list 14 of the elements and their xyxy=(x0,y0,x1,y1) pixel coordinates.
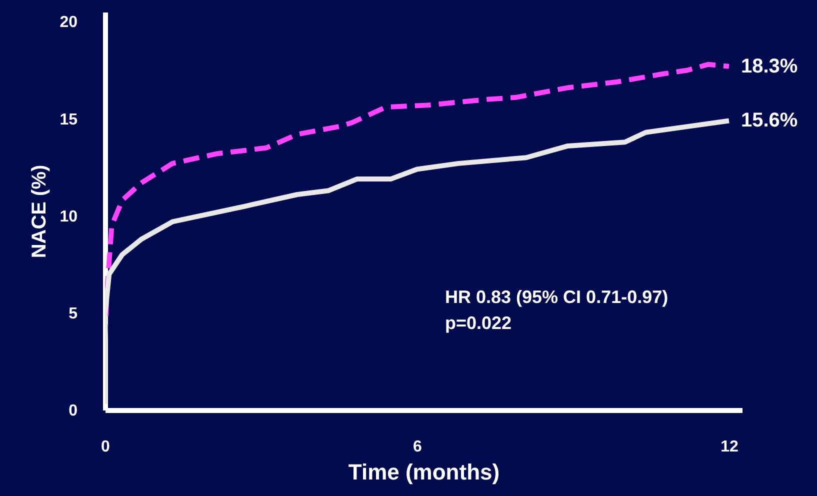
annotation: HR 0.83 (95% CI 0.71-0.97) xyxy=(445,287,668,307)
y-tick-label: 5 xyxy=(68,305,78,322)
annotation: 18.3% xyxy=(741,55,798,78)
x-tick-label: 12 xyxy=(720,438,738,456)
x-tick-label: 0 xyxy=(101,438,110,456)
x-axis-title: Time (months) xyxy=(348,460,500,484)
x-tick-label: 6 xyxy=(413,438,422,456)
y-tick-label: 10 xyxy=(60,208,78,226)
y-tick-label: 20 xyxy=(60,14,78,32)
y-tick-label: 0 xyxy=(68,402,78,420)
annotation: 15.6% xyxy=(741,110,798,132)
y-axis-title: NACE (%) xyxy=(28,164,51,258)
y-tick-label: 15 xyxy=(60,111,78,128)
annotation: p=0.022 xyxy=(445,313,512,333)
